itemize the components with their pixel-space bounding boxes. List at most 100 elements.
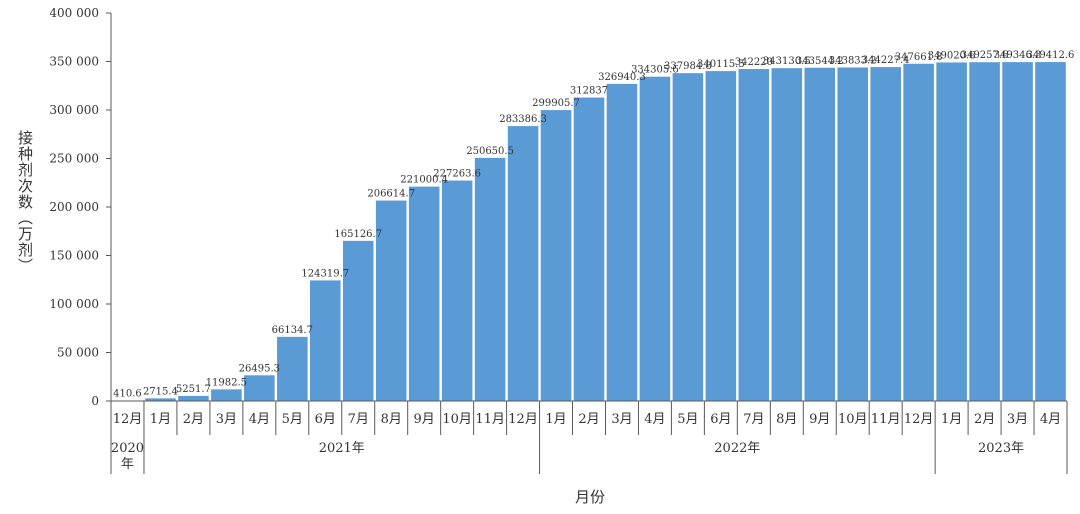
y-tick-label: 150 000 <box>49 249 99 263</box>
data-label: 347661.8 <box>895 52 943 63</box>
data-label: 165126.7 <box>334 229 382 240</box>
data-label: 299905.7 <box>532 98 580 109</box>
data-label: 349412.6 <box>1027 50 1075 61</box>
bar <box>408 186 440 401</box>
x-tick-label: 11月 <box>871 412 901 427</box>
bar <box>178 395 209 401</box>
x-axis-title: 月份 <box>574 488 605 506</box>
bar <box>672 73 704 402</box>
bar <box>211 389 242 401</box>
data-label: 326940.3 <box>598 72 646 83</box>
bar <box>606 83 638 402</box>
x-tick-label: 4月 <box>644 412 665 427</box>
x-tick-label: 4月 <box>1040 412 1061 427</box>
bar <box>1002 62 1033 401</box>
x-tick-label: 6月 <box>710 412 731 427</box>
data-label: 343544.2 <box>796 56 844 67</box>
y-tick-label: 50 000 <box>57 346 99 360</box>
year-label: 2022年 <box>714 441 760 456</box>
data-label: 26495.3 <box>239 363 280 374</box>
x-tick-label: 11月 <box>475 412 505 427</box>
y-axis-title: 接种剂次数（万剂） <box>16 130 34 274</box>
x-tick-label: 12月 <box>904 412 934 427</box>
y-axis: 0 50 000 100 000 150 000 200 000 250 000 300 0… <box>49 6 112 408</box>
bar <box>903 63 934 402</box>
bar <box>771 68 803 401</box>
data-label: 221000.4 <box>400 175 448 186</box>
data-label: 283386.3 <box>499 114 547 125</box>
x-tick-label: 1月 <box>150 412 171 427</box>
data-label: 343130.5 <box>763 56 811 67</box>
bar <box>738 69 770 402</box>
bar <box>870 67 901 401</box>
data-label: 349020.6 <box>928 50 976 61</box>
data-label: 5251.7 <box>176 384 211 395</box>
bar <box>705 71 737 401</box>
data-label: 340115.5 <box>697 59 745 70</box>
data-label: 11982.5 <box>206 377 247 388</box>
data-label: 227263.6 <box>433 169 481 180</box>
year-label: 2020 年 <box>111 441 144 472</box>
data-label: 250650.5 <box>466 146 514 157</box>
data-label: 344227.4 <box>862 55 910 66</box>
x-tick-label: 2月 <box>183 412 204 427</box>
bar <box>804 67 836 401</box>
x-axis: 12月 1月 2月 3月 4月 5月 6月 7月 8月 9月 10月 11月 12月 1月 2月 3月 4月 5月… <box>110 400 1068 474</box>
data-label: 337984.8 <box>664 61 712 72</box>
x-tick-label: 3月 <box>216 412 237 427</box>
y-tick-label: 100 000 <box>49 297 99 311</box>
x-tick-label: 3月 <box>1007 412 1028 427</box>
data-label: 124319.7 <box>301 268 349 279</box>
x-tick-label: 8月 <box>776 412 797 427</box>
bar <box>145 398 176 401</box>
x-tick-label: 1月 <box>545 412 566 427</box>
bar <box>507 126 539 402</box>
bar <box>837 67 869 401</box>
data-label: 312837 <box>570 86 608 97</box>
x-tick-label: 6月 <box>315 412 336 427</box>
year-label: 2023年 <box>978 441 1024 456</box>
bar <box>375 200 407 401</box>
x-tick-label: 7月 <box>348 412 369 427</box>
data-label: 66134.7 <box>272 325 313 336</box>
data-label: 349257.6 <box>961 50 1009 61</box>
bar <box>639 76 671 401</box>
data-label: 206614.7 <box>367 189 415 200</box>
x-tick-label: 8月 <box>381 412 402 427</box>
bar <box>540 110 572 401</box>
x-tick-label: 3月 <box>611 412 632 427</box>
x-tick-label: 2月 <box>578 412 599 427</box>
bars-group <box>112 62 1066 402</box>
bar <box>342 240 374 401</box>
data-label: 2715.4 <box>143 386 178 397</box>
y-tick-label: 250 000 <box>49 152 99 166</box>
bar <box>1035 62 1066 401</box>
y-tick-label: 0 <box>91 394 99 408</box>
x-tick-label: 10月 <box>838 412 868 427</box>
bar <box>936 62 967 401</box>
data-label: 349346.3 <box>994 50 1042 61</box>
bar <box>573 97 605 402</box>
x-tick-label: 5月 <box>677 412 698 427</box>
y-tick-label: 400 000 <box>49 6 99 20</box>
x-tick-label: 12月 <box>508 412 538 427</box>
x-tick-label: 2月 <box>974 412 995 427</box>
bar <box>441 180 473 401</box>
data-label: 334305.6 <box>631 65 679 76</box>
y-tick-label: 300 000 <box>49 103 99 117</box>
x-tick-label: 12月 <box>113 412 143 427</box>
x-tick-label: 10月 <box>442 412 472 427</box>
x-tick-label: 7月 <box>743 412 764 427</box>
x-tick-label: 9月 <box>809 412 830 427</box>
bar <box>244 375 275 401</box>
x-tick-label: 5月 <box>282 412 303 427</box>
x-tick-label: 1月 <box>941 412 962 427</box>
x-tick-label: 4月 <box>249 412 270 427</box>
year-label: 2021年 <box>319 441 365 456</box>
bar <box>309 280 341 401</box>
y-tick-label: 200 000 <box>49 200 99 214</box>
data-label: 343833.2 <box>829 55 877 66</box>
data-label: 342220 <box>735 57 773 68</box>
